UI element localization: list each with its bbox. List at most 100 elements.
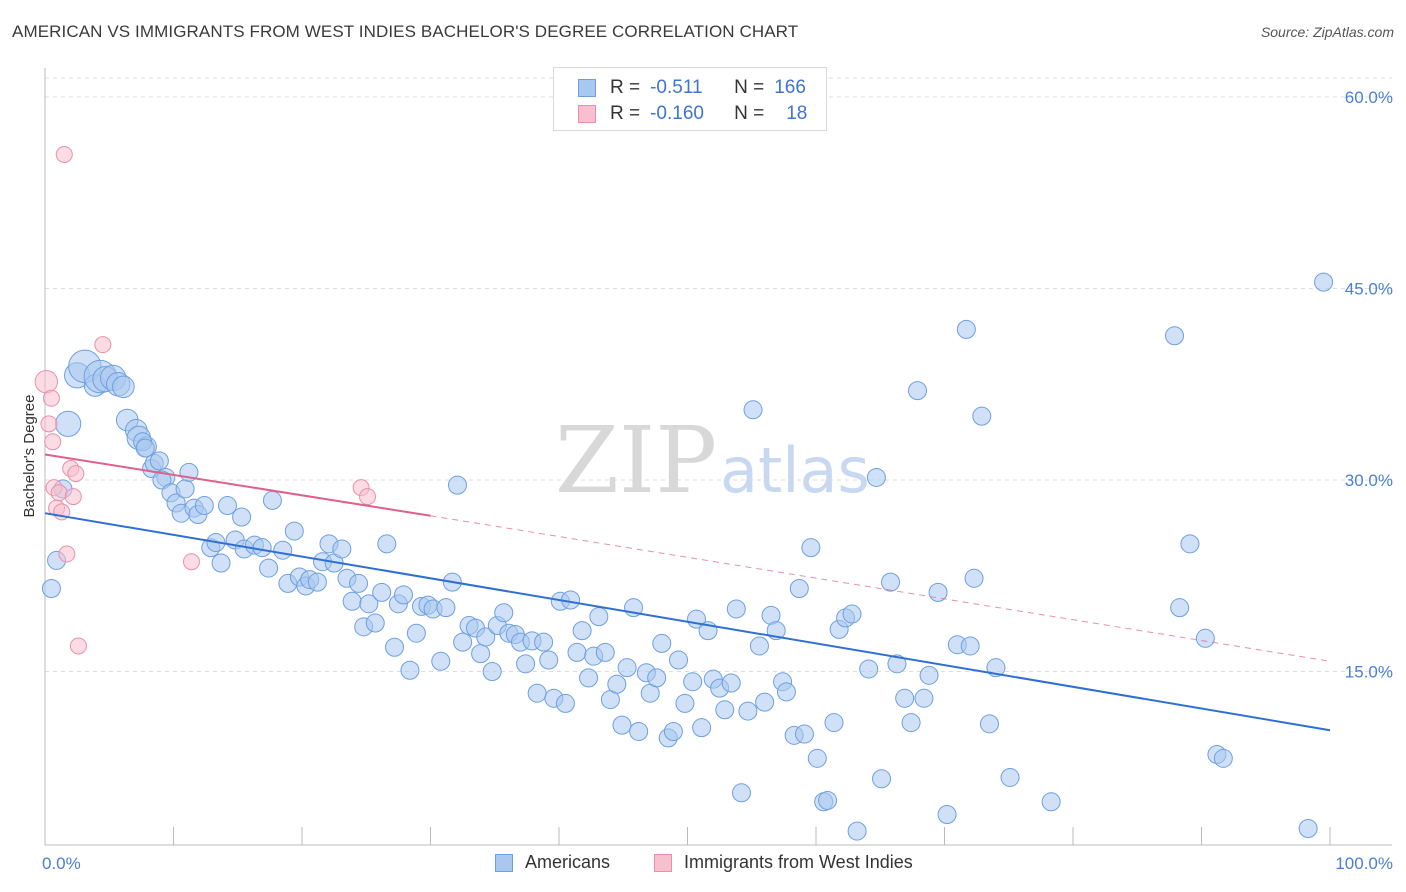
legend-n-label: N = [734,103,765,124]
data-point-americans [807,748,827,768]
legend-item-americans: Americans [495,852,610,873]
data-point-west-indies [44,433,62,451]
data-point-americans [372,582,392,602]
data-point-americans [866,467,886,487]
data-point-west-indies [34,369,58,394]
data-point-americans [211,553,231,573]
series-legend: Americans Immigrants from West Indies [0,852,1406,876]
legend-swatch-americans [495,853,513,872]
legend-swatch-americans [578,79,596,97]
trend-line-west-indies-extended [430,515,1331,662]
data-point-americans [394,585,414,605]
data-point-americans [273,540,293,560]
data-point-americans [332,539,352,559]
watermark-zip: ZIP [555,407,717,514]
legend-n-value: 166 [774,77,806,98]
source-credit: Source: ZipAtlas.com [1260,24,1394,40]
data-point-americans [818,790,838,810]
y-tick-label: 60.0% [1345,88,1393,107]
data-point-americans [1298,819,1318,839]
data-point-americans [683,672,703,692]
data-point-americans [824,713,844,733]
data-point-west-indies [359,488,377,506]
data-point-americans [262,490,282,510]
data-point-americans [471,644,491,664]
data-point-americans [365,613,385,633]
data-point-americans [41,579,61,599]
data-point-americans [539,650,559,670]
data-point-americans [385,637,405,657]
americans-points [41,272,1334,841]
data-point-americans [476,627,496,647]
correlation-legend: R = -0.511 N = 166 R = -0.160 N = 18 [553,67,827,131]
data-point-americans [901,713,921,733]
data-point-americans [669,650,689,670]
data-point-americans [589,607,609,627]
data-point-americans [749,636,769,656]
trend-lines [44,453,1331,732]
data-point-americans [567,642,587,662]
data-point-americans [406,623,426,643]
data-point-americans [1041,792,1061,812]
trend-line-west-indies [44,453,431,517]
data-point-americans [789,579,809,599]
chart-title: AMERICAN VS IMMIGRANTS FROM WEST INDIES … [12,22,799,41]
legend-r-value: -0.160 [650,103,704,124]
data-point-americans [895,688,915,708]
y-axis-label: Bachelor's Degree [21,395,38,518]
data-point-americans [494,603,514,623]
data-point-americans [721,673,741,693]
data-point-americans [607,674,627,694]
data-point-americans [908,381,928,401]
data-point-americans [692,718,712,738]
y-tick-label: 45.0% [1345,280,1393,299]
data-point-americans [377,534,397,554]
y-tick-label: 15.0% [1345,663,1393,682]
data-point-west-indies [55,145,73,163]
legend-r-value: -0.511 [650,77,703,98]
data-point-americans [960,636,980,656]
data-point-americans [738,701,758,721]
data-point-americans [572,621,592,641]
data-point-americans [652,633,672,653]
legend-label-west-indies: Immigrants from West Indies [684,852,913,872]
data-point-americans [359,594,379,614]
data-point-americans [914,688,934,708]
data-point-west-indies [182,553,200,571]
data-point-americans [194,496,214,516]
legend-swatch-west-indies [578,105,596,123]
data-point-americans [663,722,683,742]
data-point-americans [453,632,473,652]
legend-label-americans: Americans [525,852,611,872]
legend-item-west-indies: Immigrants from West Indies [654,852,913,873]
data-point-west-indies [69,637,87,655]
data-point-americans [794,724,814,744]
data-point-americans [252,538,272,558]
data-point-west-indies [67,465,85,483]
data-point-americans [715,700,735,720]
data-point-americans [743,400,763,420]
data-point-americans [956,319,976,339]
legend-r-label: R = [610,103,641,124]
data-point-americans [482,662,502,681]
data-point-americans [755,692,775,712]
data-point-americans [516,654,536,674]
data-point-americans [612,715,632,735]
data-point-americans [776,682,796,702]
axes [44,68,1392,846]
data-point-americans [595,642,615,662]
data-point-americans [284,521,304,541]
watermark-atlas: atlas [720,434,870,507]
data-point-americans [534,632,554,652]
data-point-americans [1000,767,1020,787]
data-point-americans [919,665,939,685]
data-point-west-indies [58,545,76,563]
data-point-americans [307,572,327,592]
data-point-americans [1314,272,1334,292]
data-point-americans [972,406,992,426]
data-point-americans [436,598,456,618]
data-point-americans [881,572,901,592]
data-point-americans [232,507,252,527]
data-point-americans [726,599,746,619]
